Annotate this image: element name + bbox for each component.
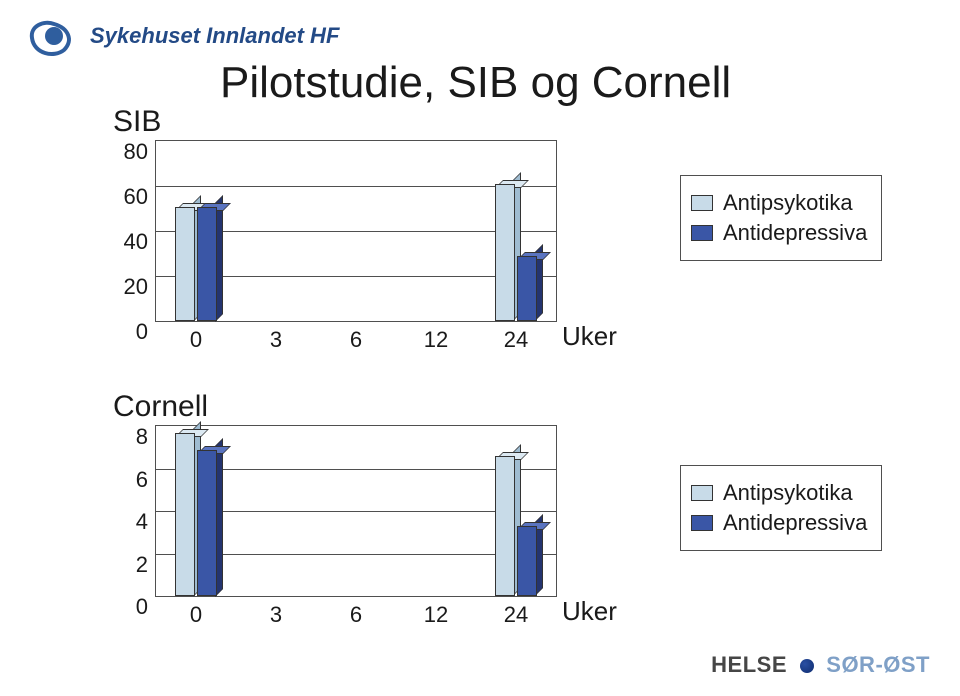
legend-label: Antidepressiva bbox=[723, 220, 867, 246]
legend-label: Antipsykotika bbox=[723, 480, 853, 506]
cornell-legend: Antipsykotika Antidepressiva bbox=[680, 465, 882, 551]
xtick: 3 bbox=[270, 602, 282, 628]
cornell-chart: 024680361224 bbox=[0, 0, 960, 696]
xtick: 6 bbox=[350, 602, 362, 628]
legend-label: Antidepressiva bbox=[723, 510, 867, 536]
xtick: 12 bbox=[424, 602, 448, 628]
bar bbox=[495, 458, 515, 596]
xtick: 24 bbox=[504, 602, 528, 628]
bar bbox=[517, 528, 537, 596]
xtick: 0 bbox=[190, 602, 202, 628]
legend-swatch bbox=[691, 195, 713, 211]
legend-swatch bbox=[691, 515, 713, 531]
ytick: 0 bbox=[136, 594, 148, 620]
legend-row: Antipsykotika bbox=[691, 480, 867, 506]
ytick: 2 bbox=[136, 552, 148, 578]
ytick: 4 bbox=[136, 509, 148, 535]
ytick: 8 bbox=[136, 424, 148, 450]
legend-row: Antipsykotika bbox=[691, 190, 867, 216]
ytick: 6 bbox=[136, 467, 148, 493]
legend-label: Antipsykotika bbox=[723, 190, 853, 216]
bar bbox=[197, 452, 217, 597]
legend-swatch bbox=[691, 225, 713, 241]
legend-swatch bbox=[691, 485, 713, 501]
sib-legend: Antipsykotika Antidepressiva bbox=[680, 175, 882, 261]
legend-row: Antidepressiva bbox=[691, 510, 867, 536]
legend-row: Antidepressiva bbox=[691, 220, 867, 246]
bar bbox=[175, 435, 195, 597]
